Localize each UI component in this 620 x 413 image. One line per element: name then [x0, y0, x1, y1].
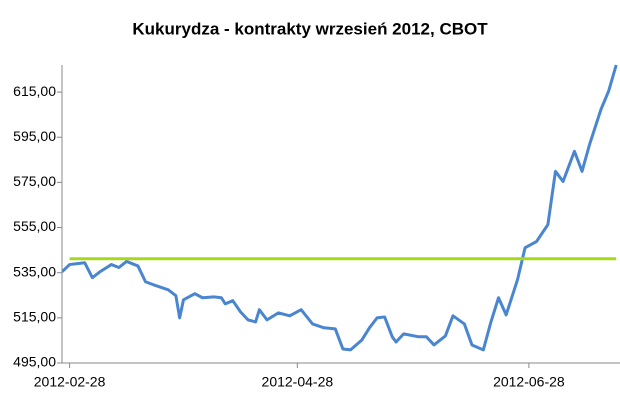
- y-tick-label: 575,00: [13, 173, 56, 189]
- y-tick-label: 535,00: [13, 263, 56, 279]
- y-tick-label: 515,00: [13, 309, 56, 325]
- y-tick-label: 555,00: [13, 218, 56, 234]
- x-tick-label: 2012-06-28: [493, 374, 565, 390]
- x-tick-label: 2012-04-28: [262, 374, 334, 390]
- y-tick-label: 495,00: [13, 354, 56, 370]
- data-line: [62, 64, 618, 352]
- chart-title: Kukurydza - kontrakty wrzesień 2012, CBO…: [132, 19, 488, 38]
- y-tick-label: 615,00: [13, 83, 56, 99]
- x-tick-label: 2012-02-28: [34, 374, 106, 390]
- y-tick-label: 595,00: [13, 128, 56, 144]
